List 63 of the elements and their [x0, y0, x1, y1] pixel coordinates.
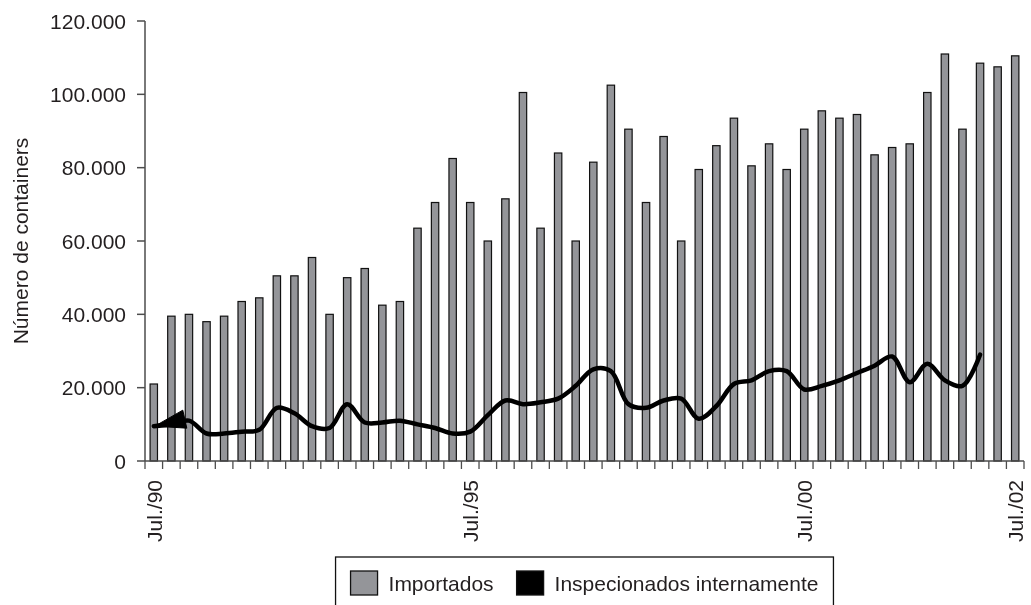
- bar: [571, 240, 580, 462]
- bar: [782, 168, 791, 462]
- bar: [905, 143, 915, 462]
- bar: [518, 91, 528, 462]
- bar: [835, 117, 844, 462]
- bar: [799, 128, 809, 462]
- bar: [167, 315, 176, 462]
- bar: [958, 128, 967, 462]
- bar: [413, 227, 422, 462]
- x-tick-label: Jul./02: [1003, 480, 1027, 542]
- bar: [553, 152, 563, 462]
- bar: [325, 313, 334, 462]
- x-tick-label: Jul./95: [458, 480, 482, 542]
- bar: [852, 113, 862, 462]
- y-tick-label: 40.000: [61, 302, 126, 326]
- bar: [483, 240, 493, 462]
- bar: [993, 66, 1002, 462]
- bar: [606, 84, 616, 462]
- legend-label: Inspecionados internamente: [554, 571, 819, 595]
- bar: [536, 227, 545, 462]
- bar: [747, 165, 756, 462]
- legend-label: Importados: [388, 571, 494, 595]
- bar: [307, 256, 317, 462]
- bar: [1010, 55, 1020, 462]
- bar: [729, 117, 739, 462]
- bar: [975, 62, 985, 462]
- y-tick-label: 20.000: [61, 376, 126, 400]
- bar: [694, 168, 704, 462]
- bar: [254, 297, 264, 462]
- bar: [817, 110, 827, 462]
- bar: [624, 128, 633, 462]
- y-tick-label: 0: [114, 449, 126, 473]
- y-tick-label: 120.000: [50, 9, 126, 33]
- bar: [465, 201, 475, 462]
- bar: [395, 300, 405, 462]
- bar: [360, 267, 370, 462]
- bar: [501, 198, 510, 462]
- bar: [378, 304, 387, 462]
- bar: [887, 146, 897, 462]
- bar: [764, 143, 774, 462]
- x-tick-label: Jul./00: [792, 480, 816, 542]
- y-tick-label: 80.000: [61, 156, 126, 180]
- line-series: [151, 352, 983, 437]
- bar: [712, 145, 721, 462]
- bar: [589, 161, 598, 462]
- bar: [237, 300, 246, 462]
- bar: [676, 240, 686, 462]
- bar: [149, 383, 159, 462]
- bar: [923, 91, 932, 462]
- bar: [870, 154, 879, 462]
- x-tick-label: Jul./90: [142, 480, 166, 542]
- y-tick-label: 100.000: [50, 82, 126, 106]
- bar: [290, 275, 299, 462]
- bar: [430, 201, 440, 462]
- bar: [342, 277, 352, 462]
- y-tick-label: 60.000: [61, 229, 126, 253]
- bar: [272, 275, 282, 462]
- y-axis-title: Número de containers: [8, 137, 32, 345]
- bar: [659, 135, 668, 462]
- bar: [641, 201, 651, 462]
- bar: [448, 157, 457, 462]
- bar: [940, 53, 950, 462]
- bar: [202, 321, 211, 462]
